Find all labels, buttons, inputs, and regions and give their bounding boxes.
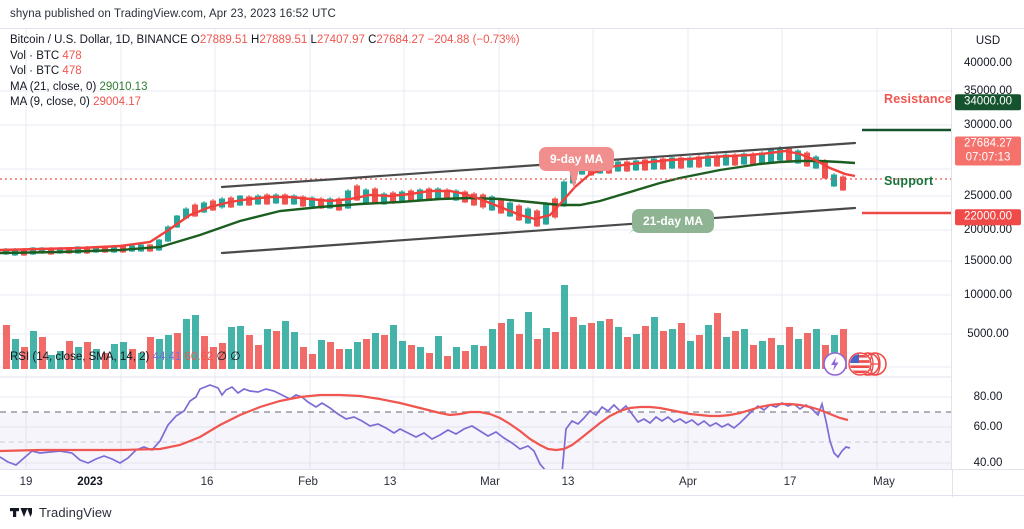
support-price-badge[interactable]: 22000.00 — [955, 209, 1021, 225]
legend-open-key: O — [190, 34, 200, 46]
price-axis-currency: USD — [975, 35, 1001, 47]
current-price-badge[interactable]: 27684.27 07:07:13 — [955, 136, 1021, 166]
legend-ma21-label: MA (21, close, 0) — [10, 80, 97, 93]
footer: TradingView — [0, 496, 1024, 529]
callout-9-day-ma[interactable]: 9-day MA — [539, 147, 615, 171]
floating-icon-cluster[interactable] — [822, 351, 898, 377]
legend-volume-value-2: 478 — [62, 65, 82, 77]
callout-21-day-ma[interactable]: 21-day MA — [632, 209, 715, 233]
time-axis-label-16: 16 — [200, 476, 214, 488]
chart-frame: 9-day MA 21-day MA Resistance Support — [0, 28, 1024, 497]
us-flag-icon — [848, 352, 872, 376]
time-axis-label-17: 17 — [783, 476, 797, 488]
time-axis[interactable]: 19 2023 16 Feb 13 Mar 13 Apr 17 May — [0, 469, 952, 497]
callout-9-day-ma-label: 9-day MA — [550, 152, 604, 166]
price-axis[interactable]: USD 40000.00 35000.00 30000.00 25000.00 … — [952, 29, 1024, 469]
legend-ma9-label: MA (9, close, 0) — [10, 96, 90, 108]
callout-21-day-ma-label: 21-day MA — [643, 214, 704, 228]
rsi-axis-tick-40: 40.00 — [973, 457, 1003, 469]
price-axis-tick-30000: 30000.00 — [964, 119, 1012, 131]
legend-high-key: H — [251, 34, 260, 46]
tradingview-logo-icon — [10, 508, 32, 517]
chart-canvas — [0, 29, 951, 469]
legend-change-value: −204.88 (−0.73%) — [427, 34, 520, 46]
trend-channel — [220, 141, 857, 255]
lightning-icon — [823, 352, 847, 376]
legend-ma21-row[interactable]: MA (21, close, 0) 29010.13 — [10, 80, 520, 96]
legend-close-key: C — [368, 34, 377, 46]
time-axis-label-19: 19 — [19, 476, 33, 488]
rsi-axis-tick-60: 60.00 — [973, 421, 1003, 433]
legend-open-value: 27889.51 — [199, 34, 248, 46]
current-price-badge-time: 07:07:13 — [965, 151, 1011, 163]
legend-volume-value-1: 478 — [62, 49, 82, 62]
axis-corner — [952, 469, 1024, 497]
support-label: Support — [884, 174, 934, 188]
legend-ma9-value: 29004.17 — [93, 96, 142, 108]
publisher-text: shyna published on TradingView.com, Apr … — [10, 8, 336, 20]
legend-symbol-row[interactable]: Bitcoin / U.S. Dollar, 1D, BINANCE O2788… — [10, 33, 520, 49]
price-axis-tick-20000: 20000.00 — [964, 224, 1012, 236]
legend-symbol: Bitcoin / U.S. Dollar, 1D, BINANCE — [10, 34, 188, 46]
legend-low-value: 27407.97 — [316, 34, 365, 46]
rsi-legend-title: RSI (14, close, SMA, 14, 2) — [10, 351, 150, 363]
time-axis-label-may: May — [873, 476, 895, 488]
legend-ma9-row[interactable]: MA (9, close, 0) 29004.17 — [10, 95, 520, 111]
ma9-line — [0, 149, 856, 252]
resistance-price-badge[interactable]: 34000.00 — [955, 94, 1021, 110]
price-axis-tick-5000: 5000.00 — [967, 328, 1009, 340]
ma9-callout-tail — [568, 166, 580, 189]
rsi-signal-line — [0, 393, 849, 453]
rsi-legend-value: 44.41 — [152, 351, 182, 363]
time-axis-label-feb: Feb — [298, 476, 318, 488]
current-price-badge-value: 27684.27 — [964, 137, 1012, 150]
time-axis-label-13b: 13 — [561, 476, 575, 488]
legend-low-key: L — [310, 34, 317, 46]
upper-trendline — [220, 141, 857, 189]
price-axis-tick-10000: 10000.00 — [964, 289, 1012, 301]
legend-ma21-value: 29010.13 — [99, 80, 148, 93]
legend-volume-label-2: Vol · BTC — [10, 65, 60, 77]
tradingview-brand-label: TradingView — [39, 505, 112, 520]
lower-trendline — [220, 206, 857, 255]
time-axis-label-13a: 13 — [383, 476, 397, 488]
plot-area[interactable]: 9-day MA 21-day MA Resistance Support — [0, 29, 952, 469]
legend-close-value: 27684.27 — [376, 34, 425, 46]
publisher-line: shyna published on TradingView.com, Apr … — [0, 0, 1024, 28]
volume-series — [3, 285, 847, 369]
time-axis-label-2023: 2023 — [77, 476, 103, 488]
chart-legend: Bitcoin / U.S. Dollar, 1D, BINANCE O2788… — [10, 33, 520, 111]
time-axis-label-apr: Apr — [679, 476, 697, 488]
legend-high-value: 27889.51 — [259, 34, 308, 46]
rsi-legend-null-2: ∅ — [230, 349, 241, 363]
time-axis-label-mar: Mar — [480, 476, 500, 488]
price-axis-tick-40000: 40000.00 — [964, 57, 1012, 69]
legend-volume-row-2[interactable]: Vol · BTC 478 — [10, 64, 520, 80]
resistance-label: Resistance — [884, 92, 952, 106]
rsi-band — [0, 412, 951, 469]
rsi-legend-null-1: ∅ — [216, 349, 227, 363]
rsi-line — [0, 384, 851, 469]
rsi-axis-tick-80: 80.00 — [973, 391, 1003, 403]
ma21-line — [0, 159, 856, 255]
price-axis-tick-35000: 35000.00 — [964, 85, 1012, 97]
price-axis-tick-25000: 25000.00 — [964, 190, 1012, 202]
legend-volume-row-1[interactable]: Vol · BTC 478 — [10, 49, 520, 65]
legend-volume-label-1: Vol · BTC — [10, 49, 60, 62]
rsi-legend[interactable]: RSI (14, close, SMA, 14, 2) 44.41 60.62 … — [10, 349, 241, 363]
rsi-legend-signal: 60.62 — [184, 351, 214, 363]
price-axis-tick-15000: 15000.00 — [964, 255, 1012, 267]
